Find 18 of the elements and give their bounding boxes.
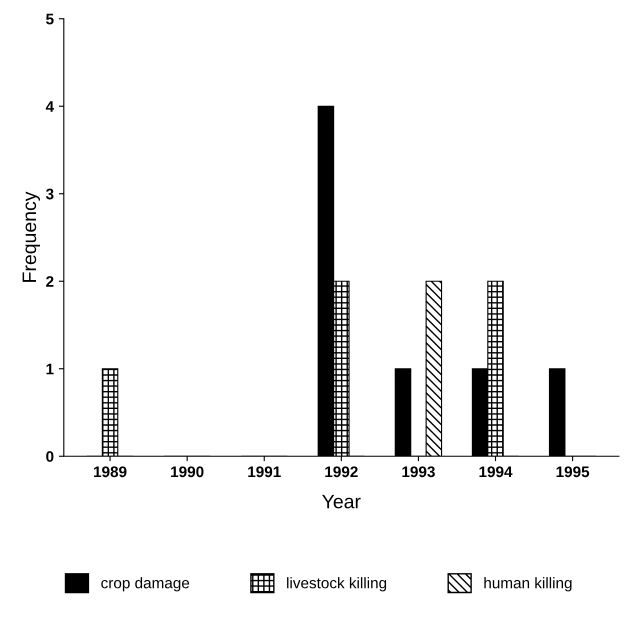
y-tick-label: 4 <box>46 101 54 112</box>
y-tick-label: 2 <box>46 276 54 287</box>
y-tick-label: 3 <box>46 188 54 200</box>
y-tick-label: 0 <box>46 451 54 462</box>
x-tick-label: 1994 <box>479 466 512 478</box>
y-tick-label: 1 <box>46 364 54 374</box>
x-tick-label: 1993 <box>402 466 435 478</box>
x-tick-label: 1990 <box>171 466 204 478</box>
legend-label: human killing <box>484 577 572 592</box>
x-tick-label: 1992 <box>325 466 358 478</box>
x-axis-title: Year <box>322 494 361 508</box>
legend-label: livestock killing <box>287 577 386 592</box>
y-axis-title: Frequency <box>22 192 40 282</box>
x-tick-label: 1989 <box>94 466 126 478</box>
x-tick-label: 1991 <box>248 466 281 478</box>
x-tick-label: 1995 <box>556 466 590 478</box>
y-tick-label: 5 <box>46 14 54 24</box>
legend-label: crop damage <box>101 577 190 592</box>
